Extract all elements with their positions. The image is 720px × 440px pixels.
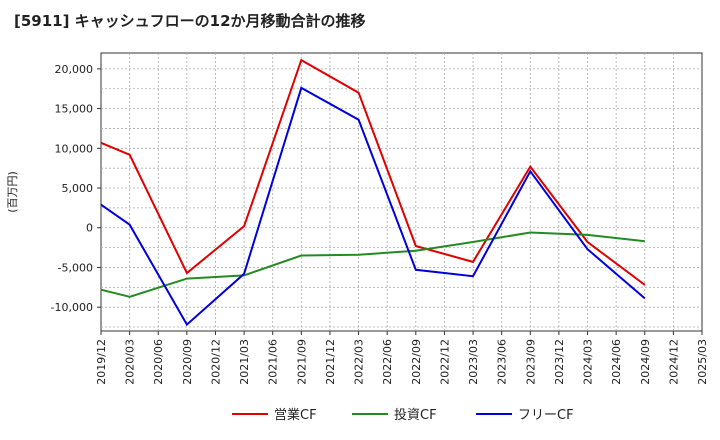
x-tick-label: 2024/03 <box>582 339 595 385</box>
x-tick-label: 2020/12 <box>209 339 222 385</box>
series-lines <box>100 58 646 327</box>
x-tick-label: 2023/09 <box>524 339 537 385</box>
y-tick-label: -5,000 <box>58 261 93 274</box>
x-tick-label: 2022/03 <box>353 339 366 385</box>
legend: 営業CF 投資CF フリーCF <box>232 407 574 423</box>
y-tick-label: 0 <box>86 222 93 235</box>
y-axis: -10,000 -5,000 0 5,000 10,000 15,000 20,000 <box>51 63 101 314</box>
x-tick-label: 2023/06 <box>496 339 509 385</box>
x-tick-label: 2024/12 <box>667 339 680 385</box>
legend-label: 投資CF <box>394 407 437 423</box>
x-tick-label: 2022/06 <box>381 339 394 385</box>
x-tick-label: 2022/09 <box>410 339 423 385</box>
x-tick-label: 2021/03 <box>238 339 251 385</box>
y-tick-label: -10,000 <box>51 301 93 314</box>
x-tick-label: 2021/12 <box>324 339 337 385</box>
x-tick-label: 2021/06 <box>267 339 280 385</box>
grid <box>101 53 702 331</box>
plot-area <box>100 52 703 332</box>
x-axis: 2019/12 2020/03 2020/06 2020/09 2020/12 2021/… <box>95 331 709 385</box>
y-tick-label: 15,000 <box>55 103 94 116</box>
x-tick-label: 2019/12 <box>95 339 108 385</box>
x-tick-label: 2020/06 <box>152 339 165 385</box>
x-tick-label: 2020/09 <box>181 339 194 385</box>
x-tick-label: 2024/09 <box>639 339 652 385</box>
x-tick-label: 2023/12 <box>553 339 566 385</box>
y-axis-label: (百万円) <box>6 171 19 213</box>
series-line-2 <box>100 231 645 298</box>
x-tick-label: 2020/03 <box>124 339 137 385</box>
x-tick-label: 2025/03 <box>696 339 709 385</box>
chart-title: [5911] キャッシュフローの12か月移動合計の推移 <box>14 12 366 30</box>
legend-label: 営業CF <box>274 407 317 423</box>
x-tick-label: 2023/03 <box>467 339 480 385</box>
x-tick-label: 2022/12 <box>438 339 451 385</box>
x-tick-label: 2021/09 <box>295 339 308 385</box>
y-tick-label: 5,000 <box>62 182 94 195</box>
x-tick-label: 2024/06 <box>610 339 623 385</box>
y-tick-label: 20,000 <box>55 63 94 76</box>
series-line-3 <box>100 86 646 327</box>
series-line-1 <box>100 58 646 286</box>
legend-label: フリーCF <box>518 408 574 423</box>
y-tick-label: 10,000 <box>55 142 94 155</box>
